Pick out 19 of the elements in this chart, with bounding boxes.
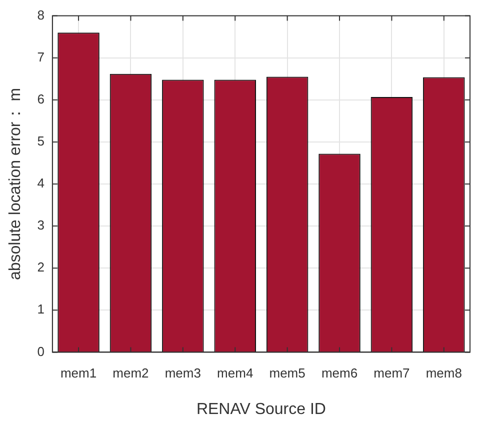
y-tick-label: 0 [37,344,44,359]
x-axis-title: RENAV Source ID [196,400,326,418]
y-tick-label: 7 [37,49,44,64]
y-tick-label: 1 [37,302,44,317]
x-tick-label: mem3 [164,366,201,381]
y-tick-label: 5 [37,134,44,149]
y-tick-label: 8 [37,7,44,22]
y-tick-label: 3 [37,218,44,233]
x-tick-label: mem7 [374,366,410,381]
x-tick-label: mem1 [60,366,97,381]
x-tick-label: mem6 [321,366,358,381]
x-tick-label: mem2 [112,366,149,381]
y-tick-label: 4 [37,176,44,191]
y-tick-label: 6 [37,91,44,106]
y-axis-title: absolute location error： m [7,88,24,280]
x-tick-label: mem4 [217,366,254,381]
x-tick-label: mem5 [269,366,306,381]
x-tick-label: mem8 [426,366,462,381]
y-tick-label: 2 [37,260,44,275]
